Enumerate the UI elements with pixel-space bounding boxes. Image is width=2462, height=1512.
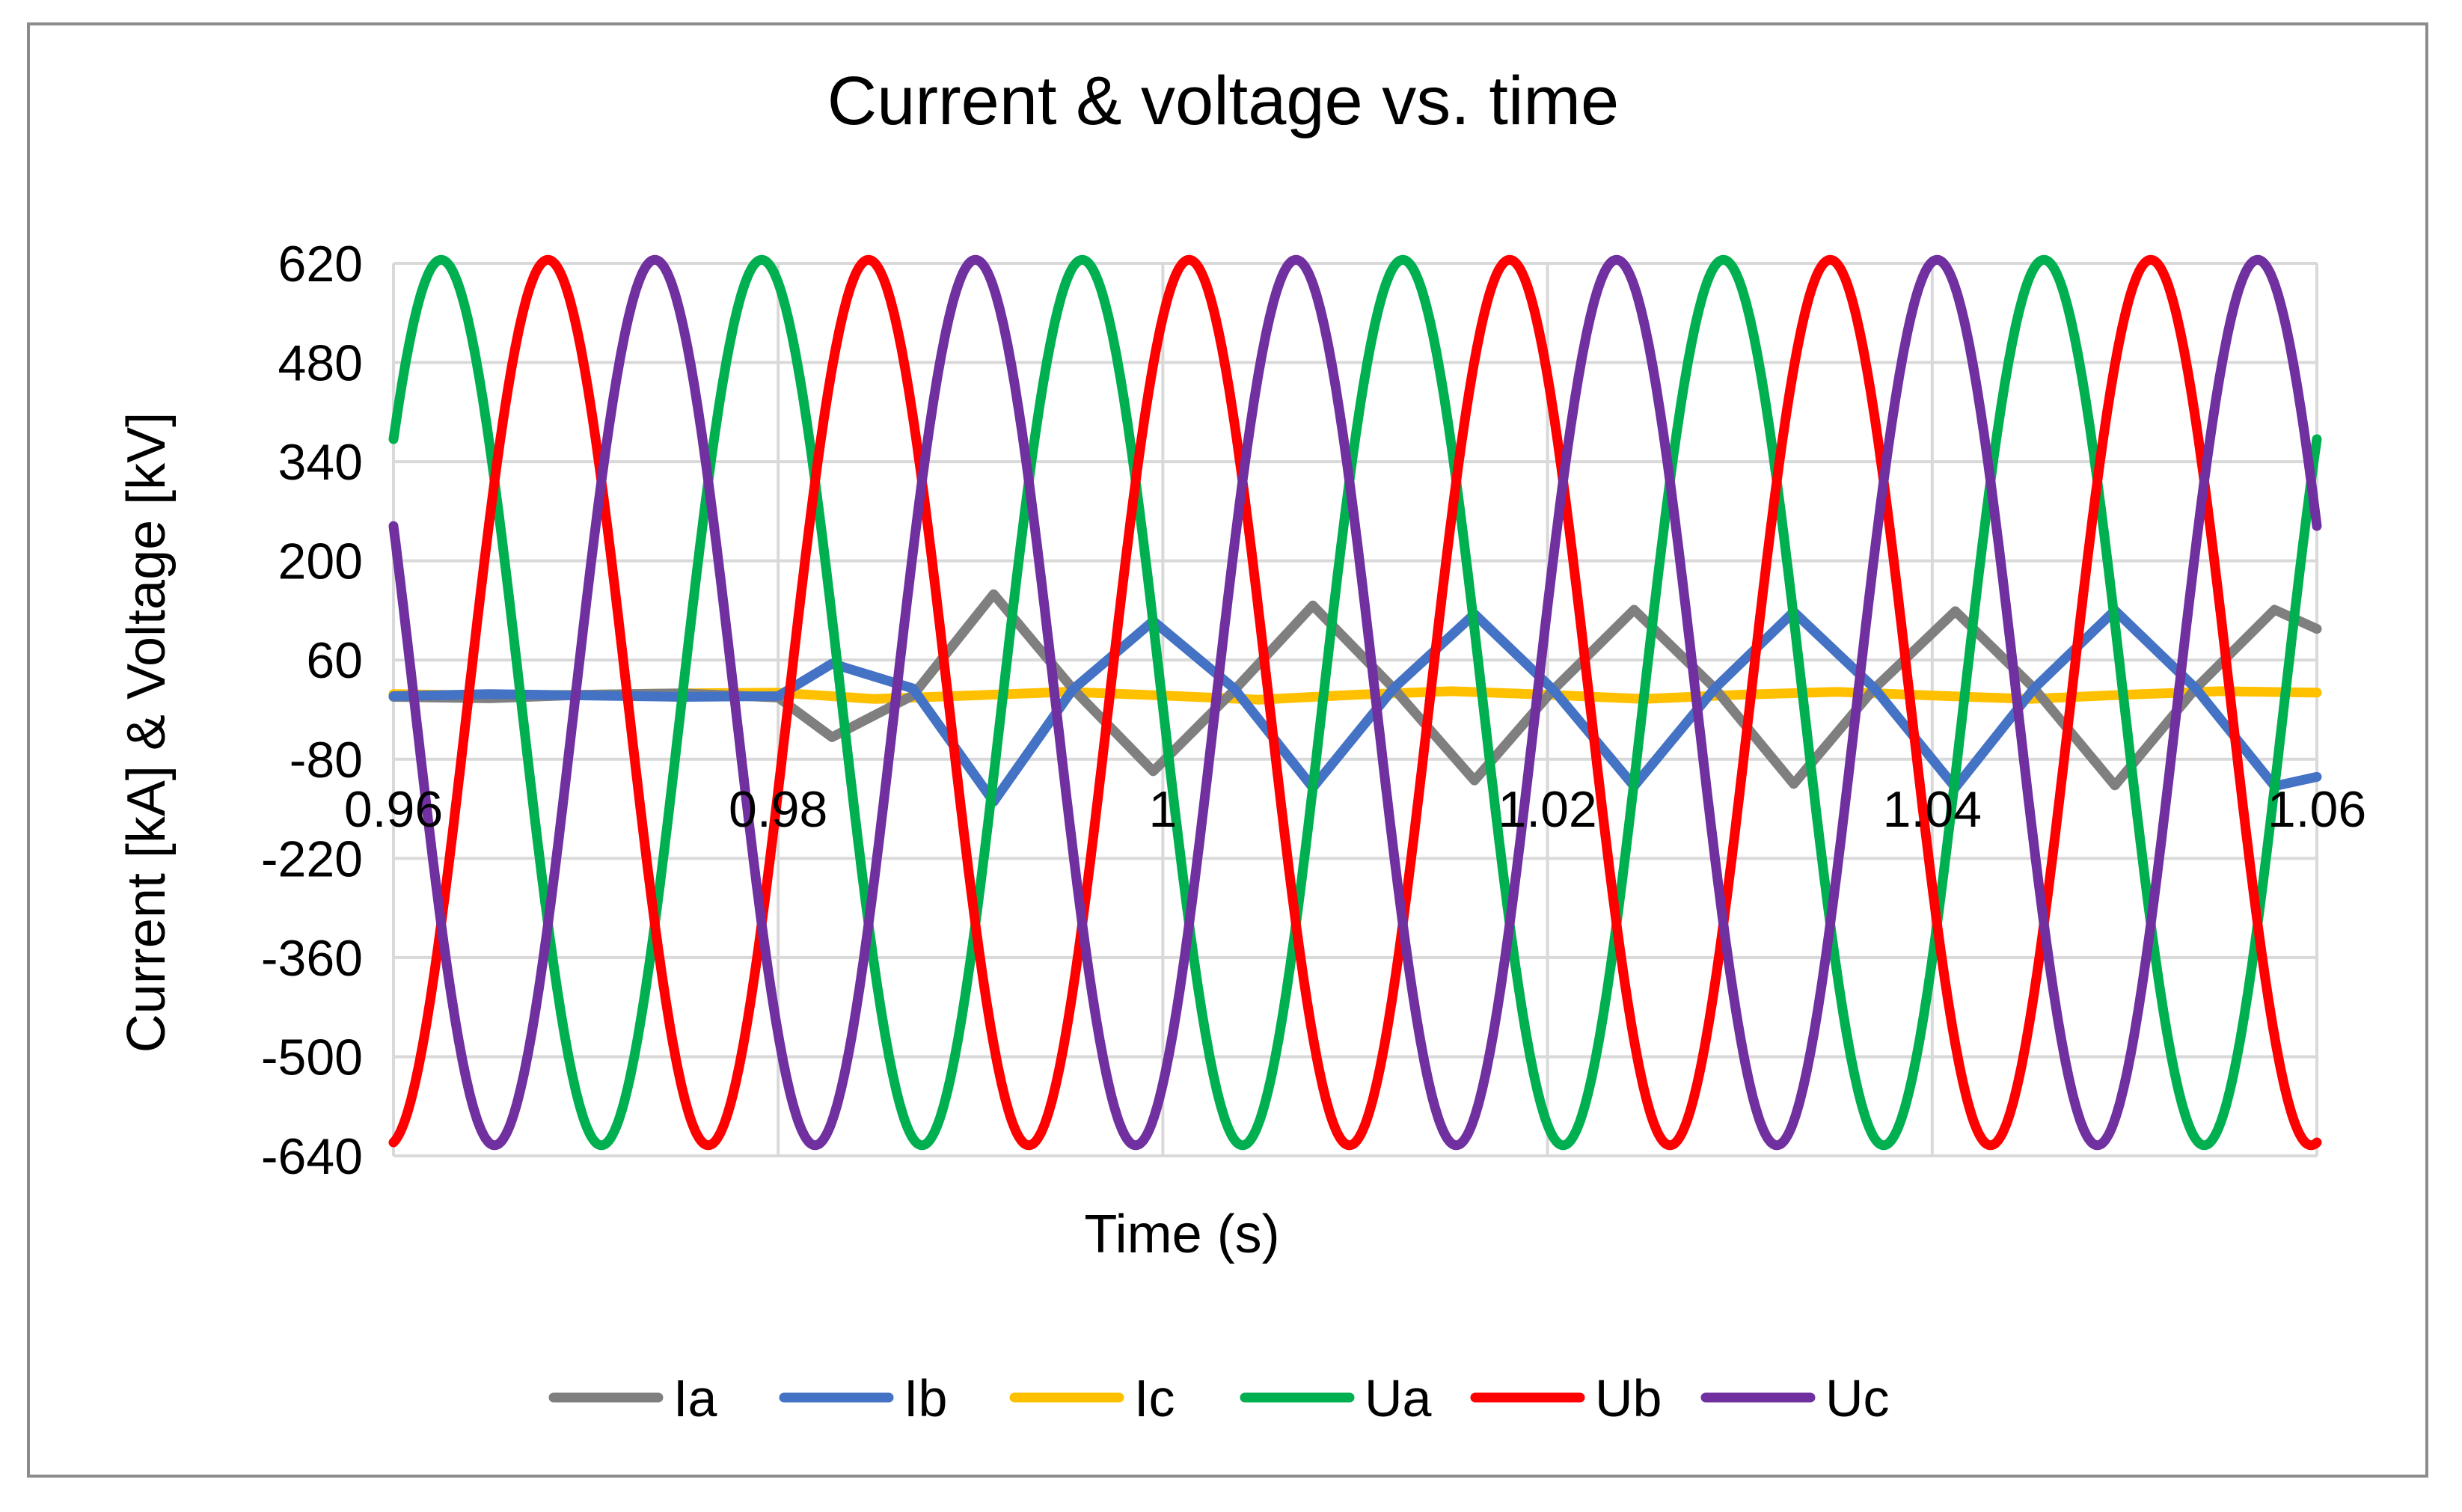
legend-label: Ic bbox=[1134, 1369, 1175, 1427]
y-tick-label: 60 bbox=[306, 632, 363, 689]
line-chart: Current & voltage vs. time 6204803402006… bbox=[117, 63, 2366, 1427]
legend-item-ua: Ua bbox=[1240, 1369, 1432, 1427]
y-tick-label: -360 bbox=[261, 930, 363, 987]
y-tick-label: 480 bbox=[278, 335, 363, 392]
legend-label: Ub bbox=[1595, 1369, 1662, 1427]
legend-item-ib: Ib bbox=[779, 1369, 947, 1427]
legend-item-ic: Ic bbox=[1009, 1369, 1175, 1427]
legend-label: Ia bbox=[673, 1369, 717, 1427]
legend-label: Uc bbox=[1825, 1369, 1890, 1427]
series-line-uc bbox=[388, 254, 2322, 1151]
y-tick-label: -500 bbox=[261, 1029, 363, 1086]
legend-item-ub: Ub bbox=[1470, 1369, 1662, 1427]
y-tick-label: 200 bbox=[278, 533, 363, 590]
series-line-ub bbox=[388, 254, 2322, 1151]
y-axis-ticks: 620 480 340 200 60 -80 -220 -360 -500 -640 bbox=[261, 236, 363, 1185]
legend-label: Ib bbox=[904, 1369, 947, 1427]
x-tick-label: 1 bbox=[1148, 781, 1177, 838]
x-tick-label: 0.96 bbox=[344, 781, 443, 838]
x-tick-label: 1.04 bbox=[1883, 781, 1982, 838]
y-tick-label: 340 bbox=[278, 434, 363, 491]
x-tick-label: 0.98 bbox=[729, 781, 827, 838]
series-lines bbox=[388, 254, 2322, 1151]
y-tick-label: 620 bbox=[278, 236, 363, 293]
legend: Ia Ib Ic Ua Ub Uc bbox=[548, 1369, 1890, 1427]
series-line-ua bbox=[388, 254, 2322, 1151]
chart-frame: Current & voltage vs. time 620 480 340 200 6… bbox=[27, 22, 2428, 1478]
x-axis-title: Time (s) bbox=[1084, 1205, 1279, 1264]
y-tick-label: -220 bbox=[261, 830, 363, 887]
x-tick-label: 1.02 bbox=[1498, 781, 1596, 838]
y-tick-label: -80 bbox=[290, 732, 363, 789]
chart-title: Current & voltage vs. time bbox=[827, 63, 1619, 139]
legend-label: Ua bbox=[1365, 1369, 1432, 1427]
y-axis-title: Current [kA] & Voltage [kV] bbox=[117, 412, 177, 1053]
x-axis-ticks: 0.96 0.98 1 1.02 1.04 1.06 bbox=[344, 781, 2366, 838]
legend-item-ia: Ia bbox=[548, 1369, 717, 1427]
series-line-ib bbox=[388, 605, 2322, 807]
x-tick-label: 1.06 bbox=[2267, 781, 2366, 838]
y-tick-label: -640 bbox=[261, 1128, 363, 1185]
legend-item-uc: Uc bbox=[1700, 1369, 1890, 1427]
